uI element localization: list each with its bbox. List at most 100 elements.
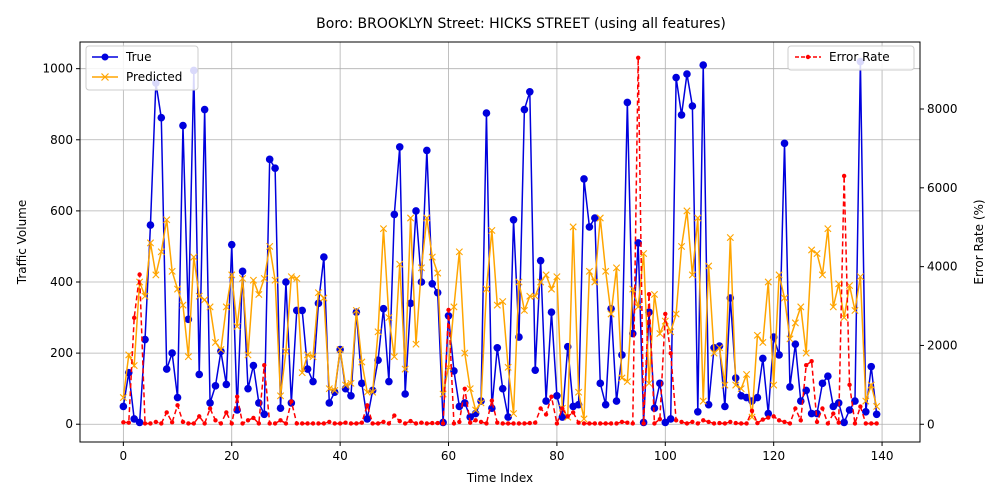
error-rate-point: [565, 414, 570, 419]
error-rate-point: [413, 421, 419, 426]
true-point: [493, 343, 502, 352]
error-rate-point: [701, 418, 706, 423]
x-tick-label: 40: [332, 449, 347, 463]
error-rate-point: [570, 410, 576, 415]
y-axis-right: 0 2000 4000 6000 8000: [920, 102, 958, 431]
error-rate-point: [625, 420, 630, 425]
error-rate-point: [776, 418, 782, 423]
legend-error-marker: [805, 54, 811, 60]
predicted-point: [520, 306, 528, 315]
y-axis-label: Traffic Volume: [15, 200, 29, 286]
true-point: [672, 73, 680, 82]
true-point: [618, 351, 626, 359]
predicted-point: [547, 285, 556, 293]
error-rate-point: [289, 399, 294, 404]
true-point: [791, 340, 800, 349]
true-point: [764, 409, 773, 418]
predicted-point: [569, 223, 577, 231]
error-rate-point: [234, 394, 240, 399]
predicted-point: [363, 388, 371, 396]
true-point: [157, 113, 166, 122]
error-rate-point: [213, 418, 218, 423]
predicted-point: [699, 397, 707, 405]
predicted-point: [705, 262, 713, 270]
predicted-point: [770, 381, 778, 389]
predicted-point: [504, 363, 512, 371]
legend-right-box: [787, 45, 915, 71]
predicted-point: [249, 276, 258, 284]
true-point: [715, 342, 724, 350]
error-rate-point: [614, 421, 619, 426]
error-rate-point: [869, 421, 874, 426]
predicted-point: [607, 310, 615, 318]
predicted-point: [266, 242, 274, 251]
true-point: [200, 105, 209, 114]
predicted-point: [526, 292, 534, 300]
predicted-point: [677, 242, 686, 251]
true-point: [385, 377, 393, 386]
legend-predicted-marker: [101, 73, 109, 81]
predicted-point: [472, 406, 480, 414]
true-point: [325, 399, 334, 407]
error-rate-point: [766, 415, 771, 420]
true-point: [623, 98, 632, 107]
error-rate-point: [272, 421, 278, 426]
predicted-point: [396, 260, 404, 268]
error-rate-point: [267, 421, 272, 426]
error-rate-point: [587, 421, 592, 426]
predicted-point: [531, 292, 539, 300]
error-rate-point: [825, 421, 831, 426]
y-tick-label: 800: [50, 133, 73, 147]
true-point: [417, 278, 426, 286]
predicted-point: [553, 273, 561, 281]
predicted-point: [179, 301, 187, 309]
true-point: [168, 349, 176, 357]
true-point: [428, 279, 437, 288]
true-point: [683, 70, 691, 78]
predicted-point: [439, 390, 447, 398]
error-rate-point: [533, 420, 538, 425]
true-point: [222, 380, 231, 389]
error-rate-point: [408, 418, 413, 424]
error-rate-point: [446, 307, 451, 313]
error-rate-point: [706, 419, 711, 425]
predicted-point: [824, 225, 832, 233]
true-point: [179, 121, 187, 130]
error-rate-point: [863, 421, 869, 426]
error-rate-point: [321, 421, 327, 426]
true-point: [406, 299, 415, 308]
error-rate-point: [245, 418, 251, 423]
predicted-point: [190, 253, 198, 261]
predicted-point: [618, 374, 626, 382]
predicted-point: [715, 344, 724, 352]
predicted-point: [325, 385, 333, 393]
error-rate-point: [310, 421, 316, 426]
predicted-point: [808, 246, 816, 254]
true-point: [645, 308, 653, 317]
predicted-point: [721, 381, 729, 389]
error-rate-point: [316, 421, 321, 426]
predicted-point: [201, 296, 209, 304]
error-rate-point: [798, 418, 803, 423]
predicted-point: [217, 345, 225, 354]
error-rate-point: [229, 421, 234, 426]
predicted-point: [835, 280, 843, 288]
error-rate-point: [224, 410, 229, 415]
error-rate-point: [630, 421, 635, 426]
predicted-point: [509, 409, 518, 418]
true-point: [238, 267, 247, 276]
error-rate-point: [294, 421, 299, 426]
predicted-point: [184, 353, 192, 361]
error-rate-point: [256, 421, 262, 426]
error-rate-point: [473, 418, 478, 423]
y2-tick-label: 2000: [927, 338, 958, 352]
predicted-point: [596, 214, 604, 222]
true-point: [596, 379, 605, 388]
true-point: [276, 404, 285, 413]
x-tick-label: 80: [549, 449, 564, 463]
true-point: [694, 407, 702, 416]
error-rate-point: [299, 421, 305, 426]
predicted-point: [867, 381, 875, 389]
error-rate-series: [121, 55, 879, 427]
true-point: [634, 239, 642, 247]
